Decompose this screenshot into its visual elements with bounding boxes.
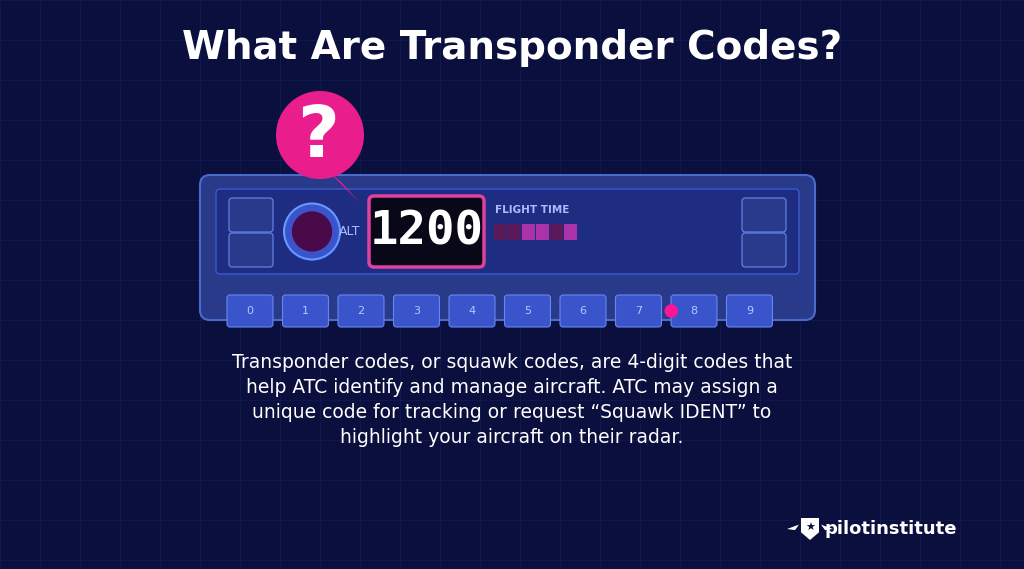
Text: ?: ? xyxy=(297,102,339,171)
Text: pilotinstitute: pilotinstitute xyxy=(824,520,956,538)
FancyBboxPatch shape xyxy=(522,224,535,240)
Text: ALT: ALT xyxy=(339,225,360,238)
FancyBboxPatch shape xyxy=(726,295,772,327)
FancyBboxPatch shape xyxy=(229,198,273,232)
FancyBboxPatch shape xyxy=(494,224,507,240)
FancyBboxPatch shape xyxy=(560,295,606,327)
Text: 7: 7 xyxy=(635,306,642,316)
FancyBboxPatch shape xyxy=(564,224,577,240)
FancyBboxPatch shape xyxy=(227,295,273,327)
Circle shape xyxy=(284,204,340,259)
FancyBboxPatch shape xyxy=(338,295,384,327)
Text: 8: 8 xyxy=(690,306,697,316)
FancyBboxPatch shape xyxy=(283,295,329,327)
Text: ★: ★ xyxy=(805,523,815,533)
Polygon shape xyxy=(787,525,799,530)
Text: 0: 0 xyxy=(247,306,254,316)
FancyBboxPatch shape xyxy=(550,224,563,240)
FancyBboxPatch shape xyxy=(200,175,815,320)
FancyBboxPatch shape xyxy=(742,233,786,267)
Text: 1: 1 xyxy=(302,306,309,316)
Text: What Are Transponder Codes?: What Are Transponder Codes? xyxy=(182,29,842,67)
Circle shape xyxy=(292,211,332,251)
FancyBboxPatch shape xyxy=(229,233,273,267)
FancyBboxPatch shape xyxy=(449,295,495,327)
Text: Transponder codes, or squawk codes, are 4-digit codes that: Transponder codes, or squawk codes, are … xyxy=(231,353,793,372)
Text: FLIGHT TIME: FLIGHT TIME xyxy=(495,205,569,215)
FancyBboxPatch shape xyxy=(742,198,786,232)
Text: unique code for tracking or request “Squawk IDENT” to: unique code for tracking or request “Squ… xyxy=(252,402,772,422)
FancyBboxPatch shape xyxy=(671,295,717,327)
FancyBboxPatch shape xyxy=(216,189,799,274)
Text: help ATC identify and manage aircraft. ATC may assign a: help ATC identify and manage aircraft. A… xyxy=(246,377,778,397)
Polygon shape xyxy=(801,518,819,540)
Circle shape xyxy=(276,91,364,179)
Polygon shape xyxy=(328,171,360,203)
Text: 2: 2 xyxy=(357,306,365,316)
Text: 3: 3 xyxy=(413,306,420,316)
Text: 5: 5 xyxy=(524,306,531,316)
Circle shape xyxy=(666,305,677,317)
Text: 1200: 1200 xyxy=(370,209,483,254)
Text: 9: 9 xyxy=(745,306,753,316)
Polygon shape xyxy=(821,525,833,530)
FancyBboxPatch shape xyxy=(615,295,662,327)
Text: 6: 6 xyxy=(580,306,587,316)
FancyBboxPatch shape xyxy=(508,224,521,240)
FancyBboxPatch shape xyxy=(369,196,484,267)
FancyBboxPatch shape xyxy=(393,295,439,327)
Text: highlight your aircraft on their radar.: highlight your aircraft on their radar. xyxy=(340,427,684,447)
Text: 4: 4 xyxy=(468,306,475,316)
FancyBboxPatch shape xyxy=(536,224,549,240)
FancyBboxPatch shape xyxy=(505,295,551,327)
